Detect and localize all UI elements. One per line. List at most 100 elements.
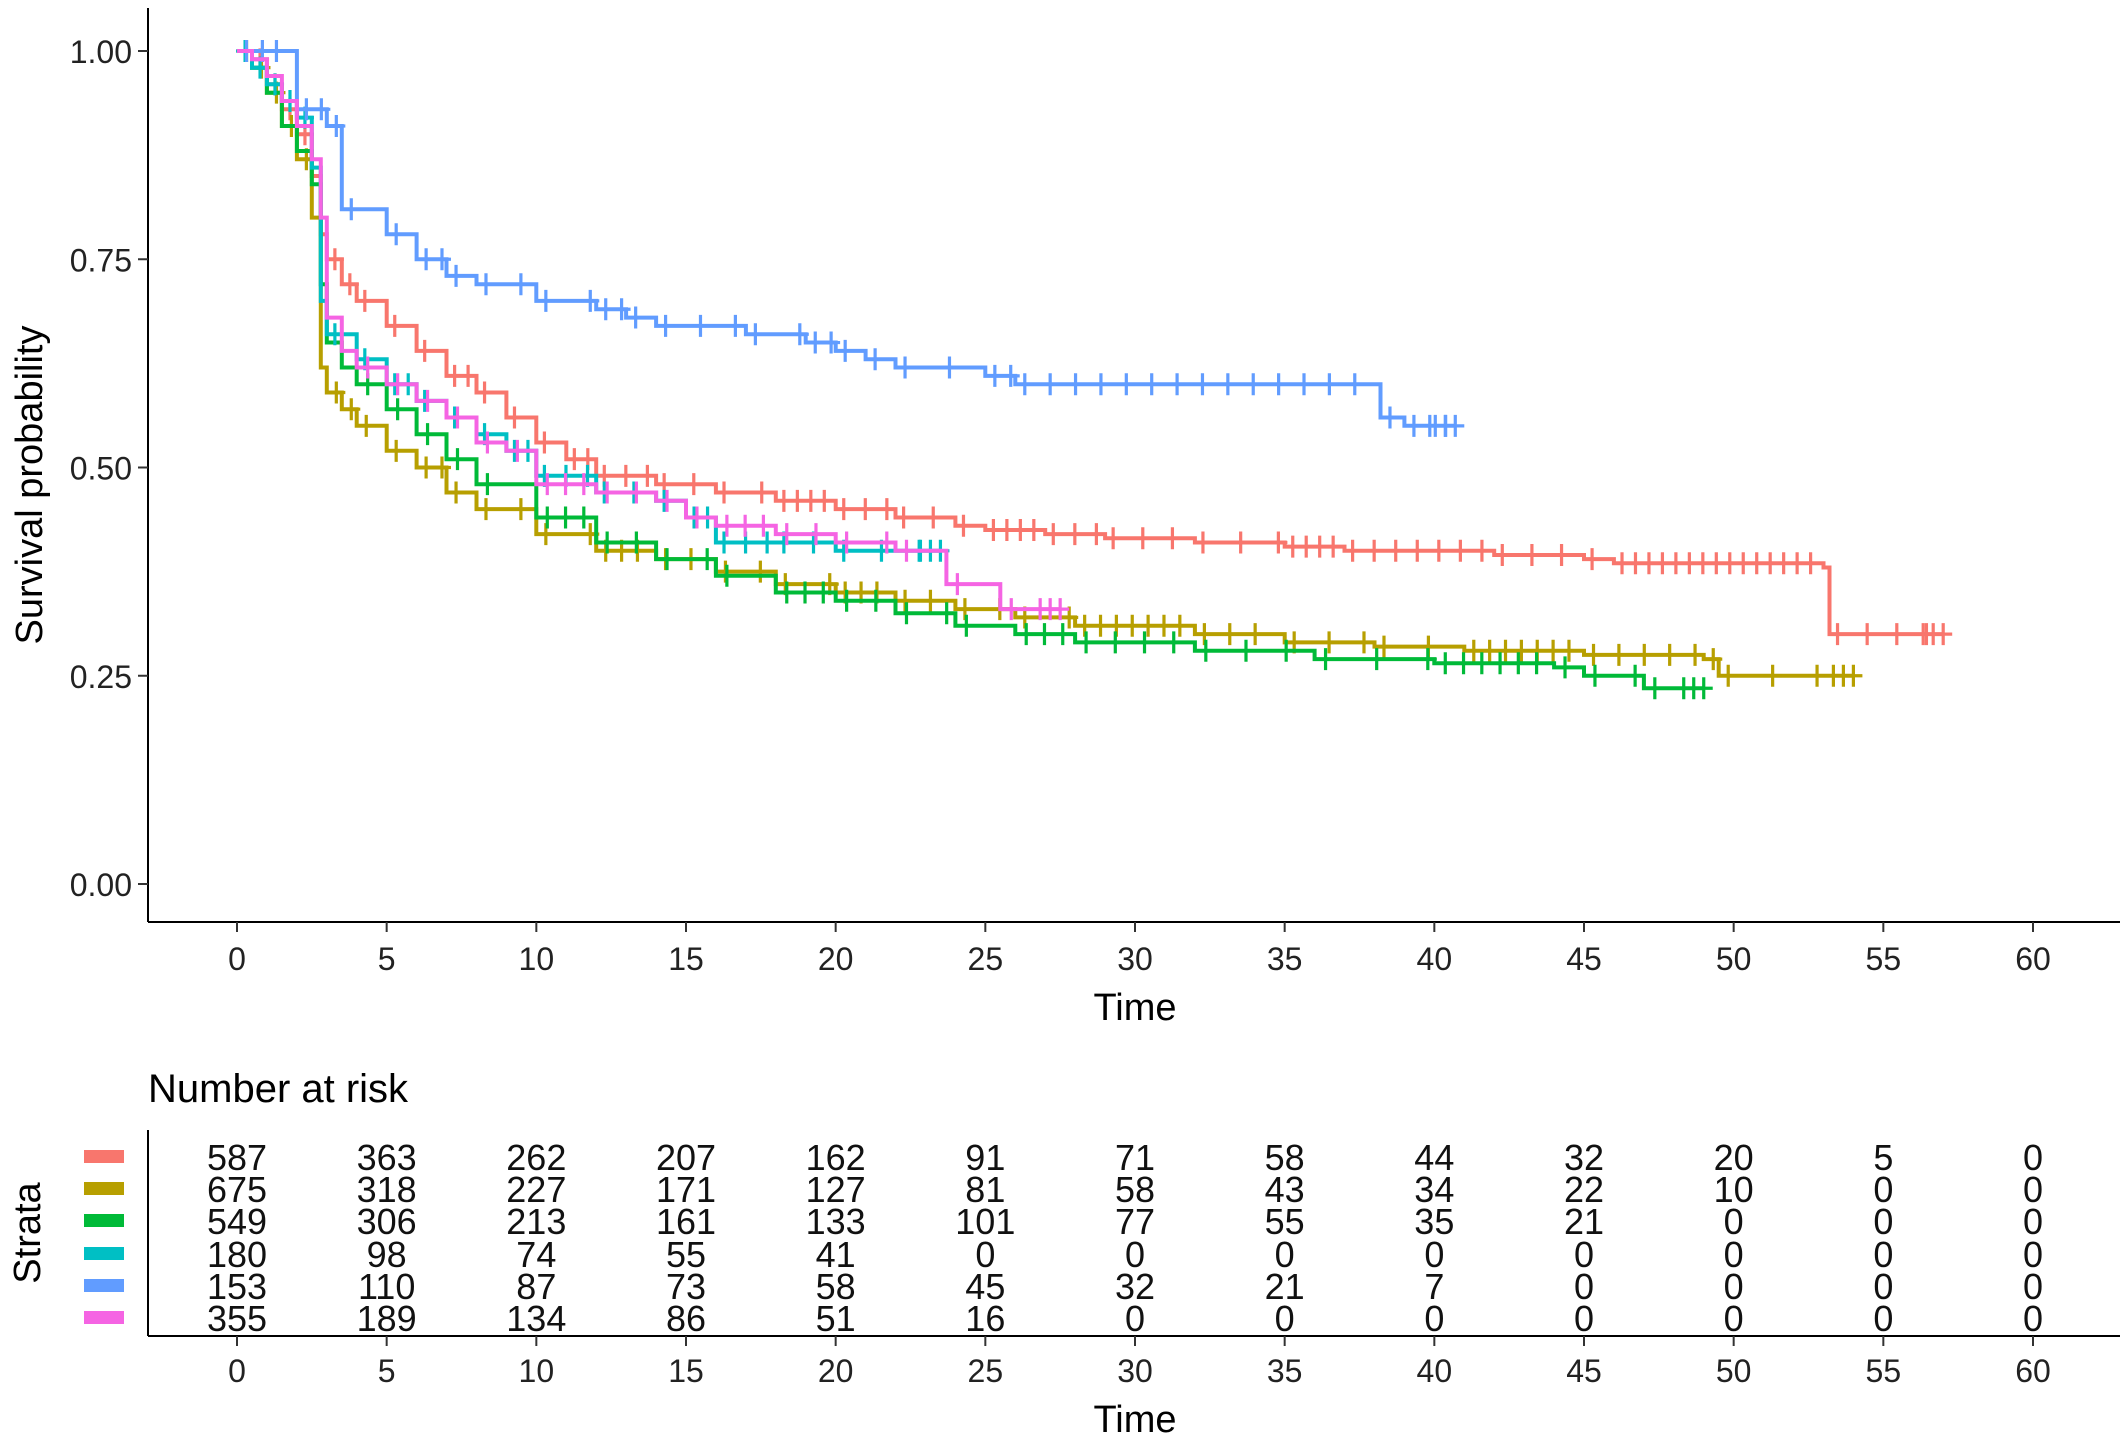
censor-mark xyxy=(1193,373,1212,396)
censor-mark xyxy=(656,314,675,337)
censor-mark xyxy=(894,506,913,529)
risk-count: 81 xyxy=(965,1169,1005,1210)
censor-mark xyxy=(556,506,575,529)
risk-count: 22 xyxy=(1564,1169,1604,1210)
x-tick-label: 60 xyxy=(2015,941,2051,977)
risk-count: 74 xyxy=(516,1234,556,1275)
risk-count: 127 xyxy=(806,1169,866,1210)
censor-mark xyxy=(940,356,959,379)
risk-count: 21 xyxy=(1564,1201,1604,1242)
risk-count: 162 xyxy=(806,1137,866,1178)
censor-mark xyxy=(448,448,467,471)
censor-mark xyxy=(1091,373,1110,396)
censor-mark xyxy=(459,364,478,387)
censor-mark xyxy=(1170,614,1189,637)
survival-plot: 0.00 0.25 0.50 0.75 1.00 0 5 10 15 20 25 30 35 40 45 5… xyxy=(9,8,2120,1029)
survival-curve xyxy=(237,49,1704,691)
x-tick-label: 10 xyxy=(519,941,555,977)
censor-mark xyxy=(1584,643,1603,666)
censor-mark xyxy=(538,506,557,529)
censor-mark xyxy=(1139,614,1158,637)
survival-curve xyxy=(237,49,1456,428)
censor-mark xyxy=(814,581,833,604)
risk-count: 0 xyxy=(975,1234,995,1275)
risk-count: 73 xyxy=(666,1266,706,1307)
censor-mark xyxy=(736,514,755,537)
y-axis-title: Survival probability xyxy=(9,326,51,645)
risk-count: 0 xyxy=(1873,1169,1893,1210)
censor-mark xyxy=(1065,523,1084,546)
risk-x-tick-label: 0 xyxy=(228,1353,246,1389)
censor-mark xyxy=(1454,652,1473,675)
risk-count: 0 xyxy=(2023,1298,2043,1339)
risk-y-axis-title: Strata xyxy=(7,1181,49,1283)
censor-mark xyxy=(1001,364,1020,387)
censor-mark xyxy=(1087,523,1106,546)
risk-row: 180 98 74 55 41 0 0 0 0 0 0 0 0 xyxy=(84,1234,2043,1275)
risk-count: 58 xyxy=(1115,1169,1155,1210)
censor-mark xyxy=(478,431,497,454)
risk-count: 71 xyxy=(1115,1137,1155,1178)
censor-mark xyxy=(1077,631,1096,654)
censor-mark xyxy=(1660,643,1679,666)
censor-mark xyxy=(1522,543,1541,566)
censor-mark xyxy=(1231,531,1250,554)
x-tick-label: 15 xyxy=(668,941,704,977)
censor-mark xyxy=(866,348,885,371)
censor-mark xyxy=(1609,643,1628,666)
risk-count: 0 xyxy=(1724,1298,1744,1339)
censor-mark xyxy=(448,406,467,429)
risk-count: 0 xyxy=(1724,1201,1744,1242)
censor-mark xyxy=(1429,539,1448,562)
censor-mark xyxy=(1015,373,1034,396)
censor-mark xyxy=(1509,652,1528,675)
censor-mark xyxy=(1024,518,1043,541)
survival-series xyxy=(237,49,1713,700)
censor-mark xyxy=(758,531,777,554)
censor-mark xyxy=(1316,648,1335,671)
risk-count: 180 xyxy=(207,1234,267,1275)
censor-mark xyxy=(536,289,555,312)
censor-mark xyxy=(806,523,825,546)
censor-mark xyxy=(1060,606,1079,629)
risk-count: 91 xyxy=(965,1137,1005,1178)
risk-x-tick-label: 35 xyxy=(1267,1353,1303,1389)
censor-mark xyxy=(1135,631,1154,654)
censor-mark xyxy=(418,423,437,446)
x-tick-label: 55 xyxy=(1866,941,1902,977)
censor-mark xyxy=(1426,414,1445,437)
censor-mark xyxy=(954,514,973,537)
risk-count: 0 xyxy=(2023,1266,2043,1307)
censor-mark xyxy=(957,614,976,637)
censor-mark xyxy=(1244,373,1263,396)
censor-mark xyxy=(1493,543,1512,566)
risk-count: 161 xyxy=(656,1201,716,1242)
x-tick-label: 40 xyxy=(1417,941,1453,977)
censor-mark xyxy=(627,531,646,554)
censor-mark xyxy=(1196,639,1215,662)
risk-count: 0 xyxy=(1873,1201,1893,1242)
risk-count: 10 xyxy=(1714,1169,1754,1210)
censor-mark xyxy=(834,498,853,521)
censor-mark xyxy=(478,473,497,496)
censor-mark xyxy=(1552,543,1571,566)
censor-mark xyxy=(1824,664,1843,687)
risk-count: 58 xyxy=(816,1266,856,1307)
censor-mark xyxy=(556,473,575,496)
risk-count: 41 xyxy=(816,1234,856,1275)
censor-mark xyxy=(1645,677,1664,700)
censor-mark xyxy=(1168,373,1187,396)
censor-mark xyxy=(1354,631,1373,654)
censor-mark xyxy=(752,481,771,504)
censor-mark xyxy=(1106,631,1125,654)
risk-count: 153 xyxy=(207,1266,267,1307)
risk-count: 16 xyxy=(965,1298,1005,1339)
censor-mark xyxy=(877,531,896,554)
censor-mark xyxy=(387,439,406,462)
censor-mark xyxy=(717,514,736,537)
censor-mark xyxy=(691,314,710,337)
censor-mark xyxy=(726,314,745,337)
risk-count: 0 xyxy=(1125,1234,1145,1275)
censor-mark xyxy=(1559,639,1578,662)
